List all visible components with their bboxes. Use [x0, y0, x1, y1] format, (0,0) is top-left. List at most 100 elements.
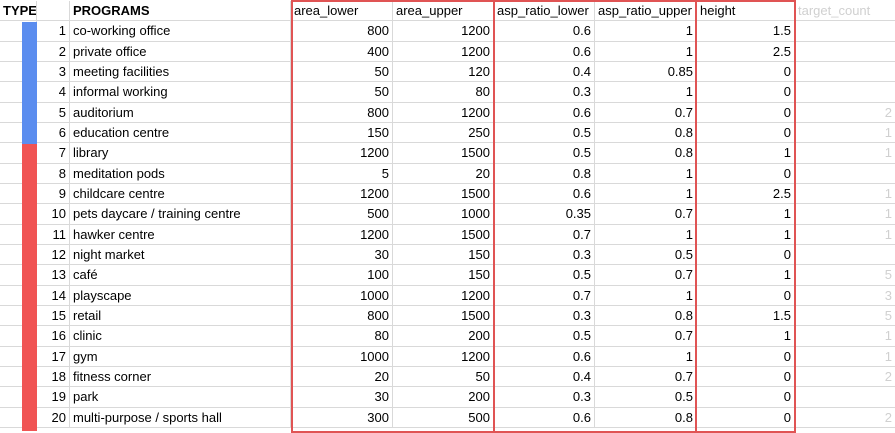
asp-upper-cell[interactable]: 0.5: [595, 387, 697, 408]
asp-upper-cell[interactable]: 0.7: [595, 326, 697, 347]
asp-lower-cell[interactable]: 0.5: [494, 265, 595, 286]
target-count-cell[interactable]: [795, 42, 895, 62]
asp-lower-cell[interactable]: 0.7: [494, 285, 595, 306]
height-cell[interactable]: 1.5: [697, 21, 795, 42]
row-index[interactable]: 6: [37, 122, 70, 144]
asp-lower-cell[interactable]: 0.8: [494, 163, 595, 184]
row-index[interactable]: 4: [37, 82, 70, 103]
area-lower-cell[interactable]: 5: [291, 163, 393, 184]
program-cell[interactable]: fitness corner: [70, 366, 291, 388]
target-count-cell[interactable]: 5: [795, 306, 895, 327]
target-count-cell[interactable]: [795, 82, 895, 103]
height-cell[interactable]: 0: [697, 244, 795, 266]
program-cell[interactable]: café: [70, 265, 291, 286]
program-cell[interactable]: meditation pods: [70, 163, 291, 184]
program-cell[interactable]: meeting facilities: [70, 61, 291, 83]
row-index[interactable]: 8: [37, 163, 70, 184]
header-asp-ratio-upper[interactable]: asp_ratio_upper: [595, 1, 697, 22]
area-upper-cell[interactable]: 1200: [393, 21, 494, 42]
target-count-cell[interactable]: [795, 21, 895, 42]
program-cell[interactable]: playscape: [70, 285, 291, 306]
area-lower-cell[interactable]: 1000: [291, 285, 393, 306]
area-lower-cell[interactable]: 800: [291, 21, 393, 42]
asp-upper-cell[interactable]: 0.8: [595, 122, 697, 144]
target-count-cell[interactable]: 2: [795, 408, 895, 428]
row-index[interactable]: 11: [37, 224, 70, 245]
target-count-cell[interactable]: 5: [795, 265, 895, 286]
asp-upper-cell[interactable]: 1: [595, 163, 697, 184]
asp-lower-cell[interactable]: 0.3: [494, 387, 595, 408]
header-area-lower[interactable]: area_lower: [291, 1, 393, 22]
asp-lower-cell[interactable]: 0.5: [494, 326, 595, 347]
asp-upper-cell[interactable]: 1: [595, 21, 697, 42]
asp-lower-cell[interactable]: 0.6: [494, 183, 595, 205]
area-lower-cell[interactable]: 300: [291, 407, 393, 428]
area-upper-cell[interactable]: 1500: [393, 224, 494, 245]
program-cell[interactable]: education centre: [70, 122, 291, 144]
target-count-cell[interactable]: [795, 62, 895, 83]
height-cell[interactable]: 1: [697, 204, 795, 225]
program-cell[interactable]: hawker centre: [70, 224, 291, 245]
asp-lower-cell[interactable]: 0.6: [494, 41, 595, 62]
asp-upper-cell[interactable]: 1: [595, 82, 697, 103]
target-count-cell[interactable]: [795, 164, 895, 184]
asp-upper-cell[interactable]: 0.8: [595, 407, 697, 428]
height-cell[interactable]: 0: [697, 122, 795, 144]
header-asp-ratio-lower[interactable]: asp_ratio_lower: [494, 1, 595, 22]
area-lower-cell[interactable]: 150: [291, 122, 393, 144]
target-count-cell[interactable]: 1: [795, 225, 895, 245]
asp-upper-cell[interactable]: 0.7: [595, 366, 697, 388]
row-index[interactable]: 10: [37, 204, 70, 225]
area-upper-cell[interactable]: 1500: [393, 143, 494, 164]
program-cell[interactable]: multi-purpose / sports hall: [70, 407, 291, 428]
area-upper-cell[interactable]: 1000: [393, 204, 494, 225]
area-upper-cell[interactable]: 1200: [393, 41, 494, 62]
height-cell[interactable]: 0: [697, 346, 795, 367]
height-cell[interactable]: 0: [697, 82, 795, 103]
area-upper-cell[interactable]: 20: [393, 163, 494, 184]
target-count-cell[interactable]: 1: [795, 347, 895, 367]
asp-upper-cell[interactable]: 1: [595, 285, 697, 306]
target-count-cell[interactable]: [795, 387, 895, 408]
row-index[interactable]: 15: [37, 305, 70, 327]
program-cell[interactable]: pets daycare / training centre: [70, 204, 291, 225]
area-upper-cell[interactable]: 1500: [393, 183, 494, 205]
height-cell[interactable]: 1: [697, 265, 795, 286]
target-count-cell[interactable]: 1: [795, 123, 895, 144]
header-type[interactable]: TYPE: [0, 1, 37, 22]
program-cell[interactable]: childcare centre: [70, 183, 291, 205]
height-cell[interactable]: 0: [697, 366, 795, 388]
asp-upper-cell[interactable]: 0.8: [595, 305, 697, 327]
asp-upper-cell[interactable]: 1: [595, 224, 697, 245]
asp-upper-cell[interactable]: 0.8: [595, 143, 697, 164]
asp-upper-cell[interactable]: 1: [595, 183, 697, 205]
height-cell[interactable]: 1: [697, 143, 795, 164]
asp-lower-cell[interactable]: 0.6: [494, 21, 595, 42]
target-count-cell[interactable]: 2: [795, 367, 895, 388]
asp-lower-cell[interactable]: 0.3: [494, 305, 595, 327]
height-cell[interactable]: 2.5: [697, 41, 795, 62]
asp-upper-cell[interactable]: 0.7: [595, 204, 697, 225]
area-lower-cell[interactable]: 1200: [291, 224, 393, 245]
asp-lower-cell[interactable]: 0.4: [494, 366, 595, 388]
asp-lower-cell[interactable]: 0.5: [494, 122, 595, 144]
height-cell[interactable]: 0: [697, 387, 795, 408]
height-cell[interactable]: 0: [697, 407, 795, 428]
program-cell[interactable]: informal working: [70, 82, 291, 103]
area-lower-cell[interactable]: 800: [291, 102, 393, 123]
area-upper-cell[interactable]: 250: [393, 122, 494, 144]
area-upper-cell[interactable]: 150: [393, 265, 494, 286]
area-lower-cell[interactable]: 100: [291, 265, 393, 286]
height-cell[interactable]: 0: [697, 163, 795, 184]
area-upper-cell[interactable]: 1200: [393, 346, 494, 367]
height-cell[interactable]: 0: [697, 61, 795, 83]
target-count-cell[interactable]: 3: [795, 286, 895, 306]
row-index[interactable]: 12: [37, 244, 70, 266]
area-lower-cell[interactable]: 30: [291, 244, 393, 266]
header-programs[interactable]: PROGRAMS: [70, 1, 291, 22]
area-lower-cell[interactable]: 1200: [291, 183, 393, 205]
area-upper-cell[interactable]: 120: [393, 61, 494, 83]
program-cell[interactable]: library: [70, 143, 291, 164]
target-count-cell[interactable]: 1: [795, 326, 895, 347]
area-lower-cell[interactable]: 80: [291, 326, 393, 347]
